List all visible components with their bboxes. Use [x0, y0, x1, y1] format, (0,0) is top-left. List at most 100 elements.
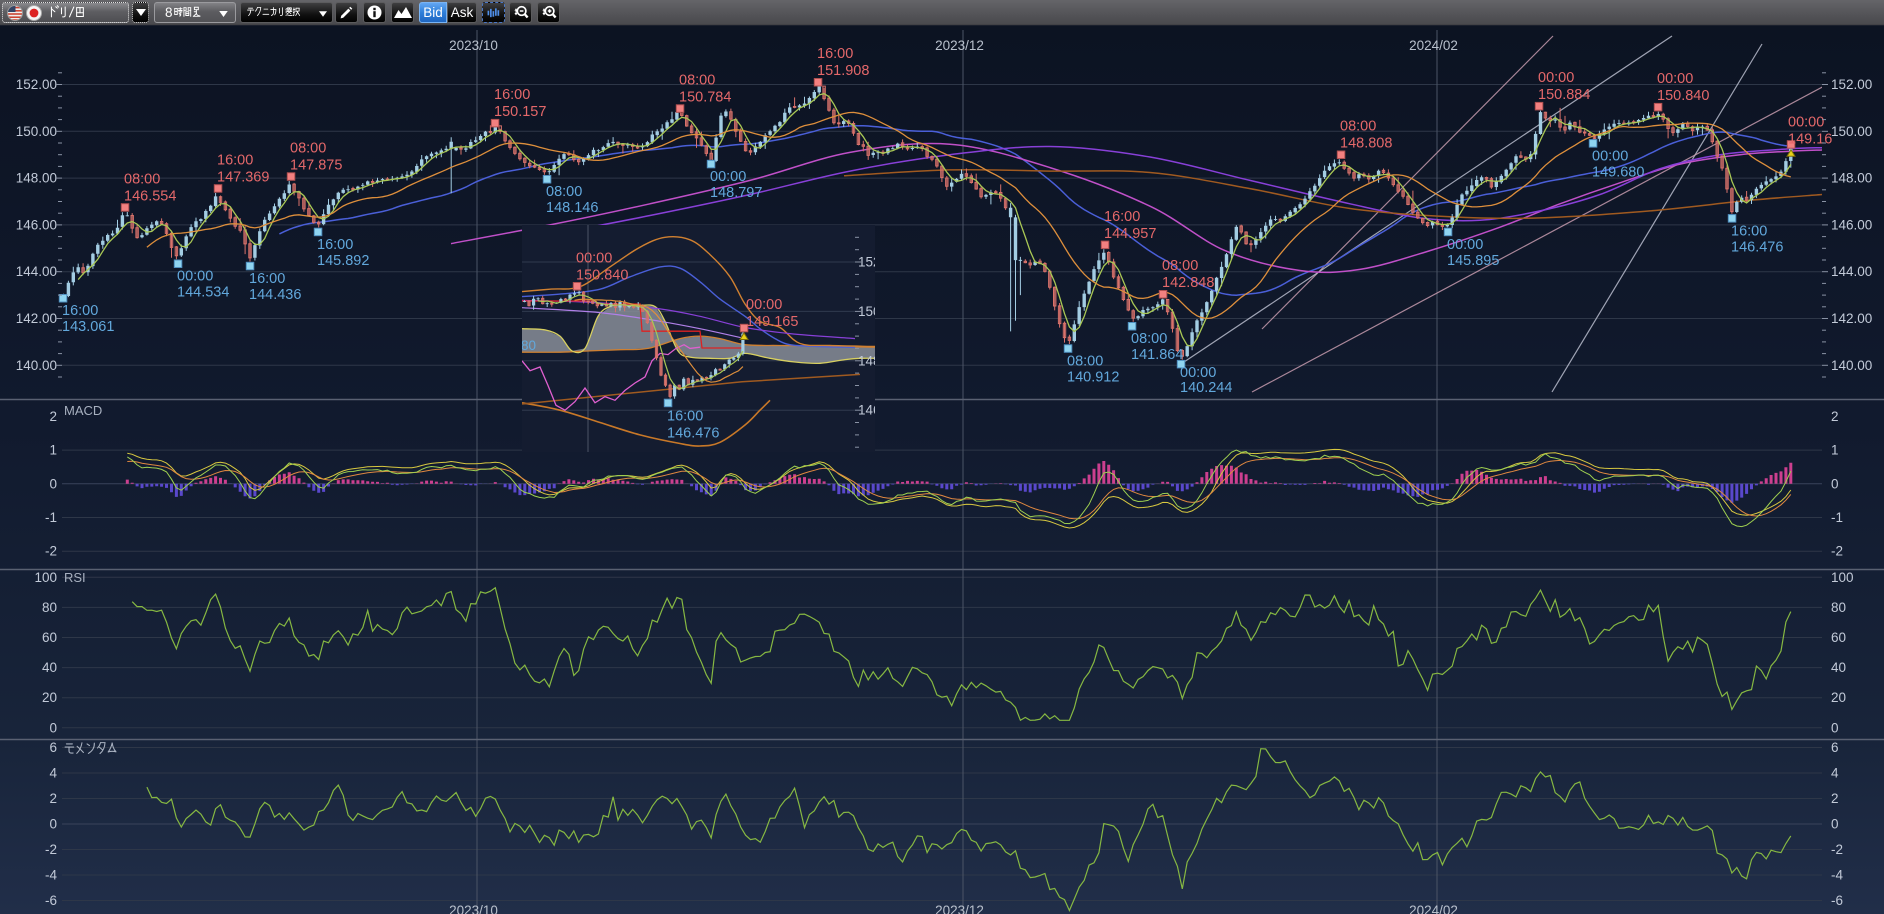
svg-text:2: 2 — [1831, 409, 1839, 424]
svg-text:-6: -6 — [1831, 893, 1843, 908]
svg-text:2024/02: 2024/02 — [1409, 38, 1458, 53]
svg-text:16:00: 16:00 — [667, 408, 703, 424]
svg-text:152: 152 — [858, 255, 881, 270]
svg-text:143.061: 143.061 — [62, 319, 114, 335]
svg-text:08:00: 08:00 — [1162, 258, 1198, 274]
svg-text:RSI: RSI — [64, 570, 86, 585]
svg-text:00:00: 00:00 — [177, 269, 213, 285]
svg-text:1: 1 — [1831, 443, 1839, 458]
svg-text:150.840: 150.840 — [1657, 88, 1709, 104]
svg-text:08:00: 08:00 — [124, 171, 160, 187]
svg-text:16:00: 16:00 — [494, 87, 530, 103]
svg-text:142.848: 142.848 — [1162, 275, 1214, 291]
svg-text:2023/10: 2023/10 — [449, 903, 498, 914]
svg-text:-2: -2 — [45, 842, 57, 857]
svg-text:60: 60 — [1831, 630, 1846, 645]
svg-text:80: 80 — [1831, 600, 1846, 615]
svg-text:100: 100 — [34, 570, 57, 585]
svg-text:-1: -1 — [1831, 510, 1843, 525]
svg-text:0: 0 — [1831, 817, 1839, 832]
svg-text:144.534: 144.534 — [177, 285, 229, 301]
svg-text:150.840: 150.840 — [576, 268, 628, 284]
svg-text:144.00: 144.00 — [1831, 264, 1872, 279]
svg-text:00:00: 00:00 — [1538, 70, 1574, 86]
svg-text:145.892: 145.892 — [317, 253, 369, 269]
svg-text:150.884: 150.884 — [1538, 87, 1590, 103]
svg-text:00:00: 00:00 — [710, 169, 746, 185]
svg-text:152.00: 152.00 — [16, 77, 57, 92]
svg-text:141.864: 141.864 — [1131, 347, 1183, 363]
svg-text:08:00: 08:00 — [546, 184, 582, 200]
svg-text:147.369: 147.369 — [217, 169, 269, 185]
svg-text:08:00: 08:00 — [1067, 354, 1103, 370]
svg-text:144.957: 144.957 — [1104, 226, 1156, 242]
svg-text:100: 100 — [1831, 570, 1854, 585]
svg-text:08:00: 08:00 — [679, 73, 715, 89]
svg-text:145.895: 145.895 — [1447, 253, 1499, 269]
svg-text:-1: -1 — [45, 510, 57, 525]
svg-text:151.908: 151.908 — [817, 63, 869, 79]
svg-text:148.808: 148.808 — [1340, 136, 1392, 152]
svg-text:MACD: MACD — [64, 403, 102, 418]
svg-text:152.00: 152.00 — [1831, 77, 1872, 92]
svg-text:1: 1 — [49, 443, 57, 458]
svg-text:2: 2 — [1831, 791, 1839, 806]
svg-text:16:00: 16:00 — [1731, 223, 1767, 239]
svg-text:146.00: 146.00 — [1831, 217, 1872, 232]
svg-text:20: 20 — [42, 690, 57, 705]
svg-text:150.157: 150.157 — [494, 104, 546, 120]
svg-text:16:00: 16:00 — [1104, 209, 1140, 225]
svg-text:2: 2 — [49, 409, 57, 424]
svg-text:16:00: 16:00 — [249, 271, 285, 287]
svg-text:08:00: 08:00 — [1340, 119, 1376, 135]
svg-text:08:00: 08:00 — [290, 141, 326, 157]
svg-text:16:00: 16:00 — [817, 46, 853, 62]
svg-text:-4: -4 — [1831, 868, 1843, 883]
svg-text:60: 60 — [42, 630, 57, 645]
svg-text:00:00: 00:00 — [1788, 114, 1824, 130]
svg-text:148: 148 — [858, 353, 881, 368]
svg-text:146.00: 146.00 — [16, 217, 57, 232]
svg-text:2024/02: 2024/02 — [1409, 903, 1458, 914]
svg-text:20: 20 — [1831, 690, 1846, 705]
svg-text:2023/10: 2023/10 — [449, 38, 498, 53]
svg-text:0: 0 — [1831, 720, 1839, 735]
svg-text:4: 4 — [49, 766, 57, 781]
svg-text:4: 4 — [1831, 766, 1839, 781]
svg-text:80: 80 — [42, 600, 57, 615]
svg-text:0: 0 — [49, 476, 57, 491]
svg-text:146.554: 146.554 — [124, 188, 176, 204]
svg-text:144.00: 144.00 — [16, 264, 57, 279]
svg-text:142.00: 142.00 — [1831, 311, 1872, 326]
svg-text:00:00: 00:00 — [576, 251, 612, 267]
svg-text:00:00: 00:00 — [1657, 71, 1693, 87]
svg-text:149.165: 149.165 — [746, 314, 798, 330]
svg-text:150: 150 — [858, 304, 881, 319]
svg-text:40: 40 — [42, 660, 57, 675]
svg-text:140.00: 140.00 — [16, 358, 57, 373]
svg-text:142.00: 142.00 — [16, 311, 57, 326]
svg-text:6: 6 — [1831, 740, 1839, 755]
svg-text:148.146: 148.146 — [546, 200, 598, 216]
svg-text:140.00: 140.00 — [1831, 358, 1872, 373]
svg-text:0: 0 — [49, 817, 57, 832]
svg-text:-2: -2 — [1831, 842, 1843, 857]
svg-text:16:00: 16:00 — [62, 303, 98, 319]
svg-text:150.784: 150.784 — [679, 90, 731, 106]
svg-text:00:00: 00:00 — [1180, 365, 1216, 381]
svg-text:149.16: 149.16 — [1788, 131, 1832, 147]
svg-text:144.436: 144.436 — [249, 287, 301, 303]
svg-text:149.680: 149.680 — [1592, 164, 1644, 180]
svg-text:150.00: 150.00 — [16, 124, 57, 139]
svg-text:0: 0 — [49, 720, 57, 735]
svg-text:0: 0 — [1831, 476, 1839, 491]
svg-text:80: 80 — [521, 338, 536, 353]
svg-text:2: 2 — [49, 791, 57, 806]
svg-text:00:00: 00:00 — [746, 297, 782, 313]
svg-text:146.476: 146.476 — [667, 425, 719, 441]
svg-text:140.244: 140.244 — [1180, 380, 1232, 396]
svg-text:-6: -6 — [45, 893, 57, 908]
svg-text:148.00: 148.00 — [1831, 171, 1872, 186]
svg-text:148.797: 148.797 — [710, 185, 762, 201]
svg-text:6: 6 — [49, 740, 57, 755]
